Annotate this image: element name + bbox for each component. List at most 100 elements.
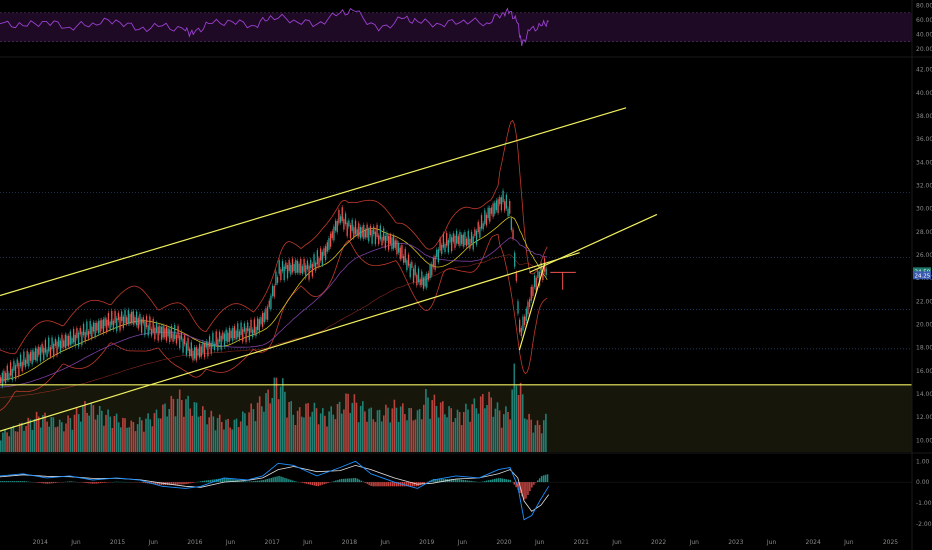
candle-body: [198, 343, 201, 358]
volume-bar: [204, 409, 206, 452]
volume-bar: [168, 409, 170, 452]
volume-bar: [513, 363, 516, 452]
macd-histogram-bar: [350, 478, 353, 483]
candle-body: [157, 326, 159, 341]
volume-bar: [239, 421, 242, 452]
price-panel[interactable]: 42.00 40.00 38.00 36.00 34.00 32.00 30.00 28.00…: [0, 67, 932, 452]
volume-bar: [370, 407, 372, 452]
volume-bar: [463, 412, 465, 452]
volume-bar: [500, 427, 503, 452]
volume-bar: [37, 416, 40, 452]
candle-body: [436, 249, 438, 258]
macd-histogram-bar: [427, 481, 429, 483]
candle-body: [257, 318, 259, 331]
candle-body: [500, 197, 503, 211]
candle-body: [24, 359, 27, 368]
candle-body: [349, 224, 352, 239]
macd-histogram-bar: [442, 479, 445, 483]
time-tick-label: Jun: [148, 539, 159, 546]
candle-body: [354, 220, 357, 235]
volume-bar: [298, 407, 301, 452]
macd-histogram-bar: [199, 481, 202, 483]
macd-histogram-bar: [37, 482, 39, 483]
rsi-tick-label: 80.00: [916, 3, 932, 10]
candle-body: [26, 350, 28, 364]
macd-histogram-bar: [221, 478, 223, 483]
volume-bar: [124, 418, 126, 452]
candle-body: [510, 218, 513, 230]
candle-body: [525, 308, 527, 321]
macd-histogram-bar: [546, 474, 549, 483]
macd-histogram-bar: [472, 481, 474, 483]
candle-body: [81, 331, 83, 345]
candle-body: [64, 334, 66, 349]
time-tick-label: 2022: [651, 539, 666, 546]
candle-body: [222, 332, 224, 340]
volume-bar: [482, 394, 484, 452]
volume-bar: [210, 410, 213, 452]
candle-body: [495, 200, 498, 211]
macd-histogram-bar: [2, 481, 4, 483]
macd-histogram-bar: [66, 481, 69, 483]
volume-bar: [391, 408, 394, 452]
macd-histogram-bar: [335, 480, 337, 483]
candle-body: [298, 263, 300, 273]
candle-body: [164, 328, 166, 338]
volume-bar: [399, 406, 402, 452]
volume-bar: [416, 410, 419, 452]
macd-histogram-bar: [290, 479, 292, 483]
macd-histogram-bar: [537, 480, 539, 483]
candle-body: [285, 262, 287, 269]
macd-histogram-bar: [515, 482, 517, 488]
volume-bar: [206, 424, 208, 452]
candle-body: [77, 332, 80, 347]
candle-body: [356, 229, 358, 236]
volume-bar: [269, 403, 271, 452]
candle-body: [39, 347, 42, 362]
macd-histogram-bar: [231, 479, 233, 483]
macd-histogram-bar: [317, 482, 319, 487]
macd-histogram-bar: [499, 478, 502, 483]
candle-body: [212, 332, 214, 347]
time-tick-label: Jun: [534, 539, 545, 546]
candle-body: [475, 230, 478, 245]
volume-bar: [185, 399, 187, 452]
volume-bar: [517, 395, 520, 452]
volume-bar: [543, 420, 545, 452]
candle-body: [48, 337, 50, 352]
candle-body: [63, 340, 65, 347]
macd-histogram-bar: [307, 482, 310, 485]
candle-body: [535, 277, 537, 291]
candle-body: [174, 325, 176, 339]
candle-body: [300, 259, 302, 273]
candle-body: [477, 221, 479, 233]
volume-bar: [359, 405, 362, 452]
candle-body: [331, 231, 333, 239]
volume-bar: [509, 419, 511, 452]
volume-bar: [21, 422, 23, 452]
rsi-tick-label: 60.00: [916, 17, 932, 24]
volume-bar: [44, 412, 46, 452]
price-tick-label: 14.00: [916, 391, 932, 398]
volume-bar: [183, 416, 185, 452]
volume-bar: [414, 419, 417, 452]
candle-body: [74, 334, 76, 346]
macd-histogram-bar: [370, 482, 372, 486]
macd-histogram-bar: [395, 482, 398, 487]
volume-bar: [29, 419, 32, 452]
candle-body: [310, 259, 312, 269]
volume-bar: [330, 406, 332, 452]
candle-body: [427, 273, 430, 280]
macd-histogram-bar: [482, 481, 484, 483]
macd-histogram-bar: [274, 476, 276, 483]
macd-histogram-bar: [188, 482, 190, 484]
macd-histogram-bar: [360, 480, 363, 483]
price-tick-label: 10.00: [916, 437, 932, 444]
macd-histogram-bar: [266, 479, 268, 483]
macd-histogram-bar: [343, 478, 345, 483]
volume-bar: [61, 422, 63, 452]
volume-bar: [2, 432, 4, 452]
macd-histogram-bar: [529, 482, 531, 492]
time-axis: 2014 Jun 2015 Jun 2016 Jun 2017 Jun 2018 Jun 2019 J…: [33, 539, 899, 546]
